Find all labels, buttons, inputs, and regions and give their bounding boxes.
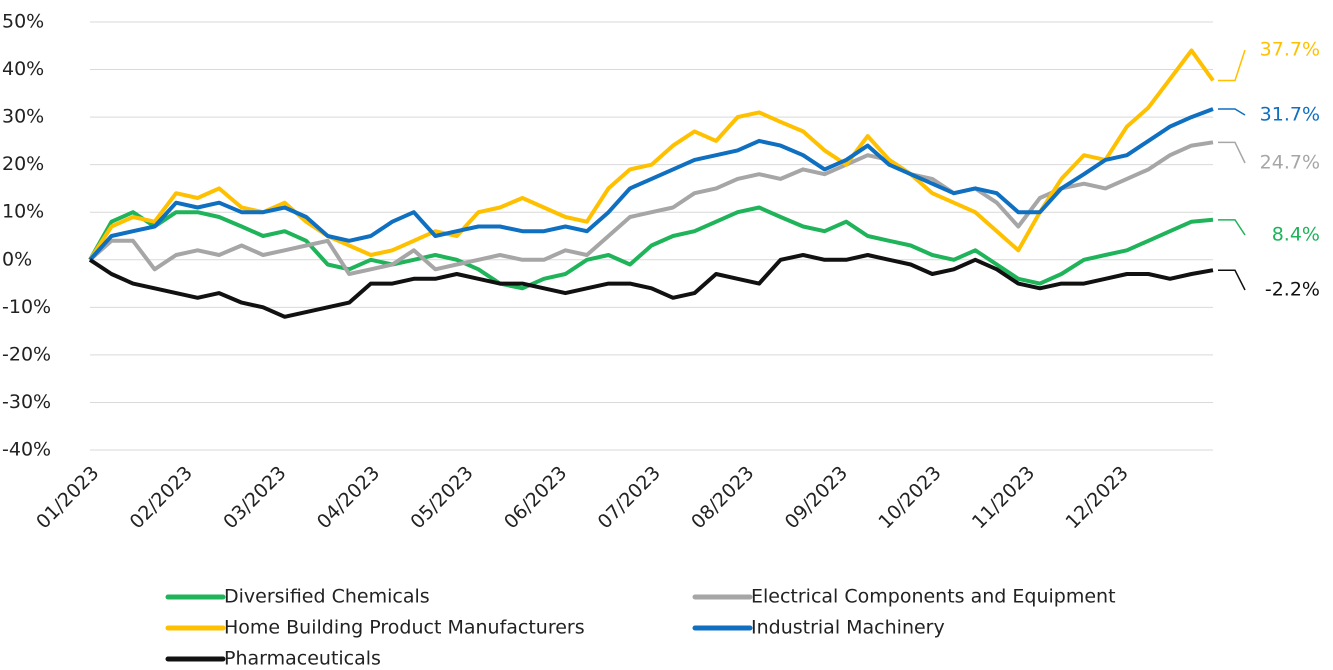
x-tick-label: 09/2023 xyxy=(781,462,852,533)
y-tick-label: -40% xyxy=(2,439,51,461)
y-tick-label: -30% xyxy=(2,391,51,413)
x-tick-label: 06/2023 xyxy=(500,462,571,533)
series-line xyxy=(88,205,1214,291)
leader-line xyxy=(1218,49,1246,82)
legend-label: Electrical Components and Equipment xyxy=(751,586,1116,608)
end-label: 8.4% xyxy=(1272,224,1320,246)
x-tick-label: 05/2023 xyxy=(406,462,477,533)
x-tick-label: 10/2023 xyxy=(874,462,945,533)
x-tick-label: 07/2023 xyxy=(594,462,665,533)
end-label: 31.7% xyxy=(1260,104,1320,126)
x-tick-label: 12/2023 xyxy=(1061,462,1132,533)
leader-line xyxy=(1218,108,1246,116)
y-tick-label: 50% xyxy=(2,11,44,33)
series-line xyxy=(88,48,1215,261)
y-tick-label: 40% xyxy=(2,58,44,80)
series-line xyxy=(88,107,1214,262)
x-tick-label: 01/2023 xyxy=(32,462,103,533)
y-tick-label: -20% xyxy=(2,343,51,365)
y-tick-label: -10% xyxy=(2,296,51,318)
legend-label: Diversified Chemicals xyxy=(224,586,430,608)
x-tick-label: 02/2023 xyxy=(126,462,197,533)
end-label: 37.7% xyxy=(1260,39,1320,61)
y-tick-label: 10% xyxy=(2,201,44,223)
series-line xyxy=(88,140,1214,276)
end-label: -2.2% xyxy=(1265,279,1320,301)
legend-label: Industrial Machinery xyxy=(751,617,945,639)
series-line xyxy=(88,253,1214,319)
leader-line xyxy=(1218,269,1246,291)
x-tick-label: 04/2023 xyxy=(313,462,384,533)
leader-line xyxy=(1218,219,1246,236)
x-tick-label: 03/2023 xyxy=(219,462,290,533)
y-tick-label: 20% xyxy=(2,153,44,175)
legend-label: Home Building Product Manufacturers xyxy=(224,617,585,639)
legend-label: Pharmaceuticals xyxy=(224,648,381,670)
end-label: 24.7% xyxy=(1260,152,1320,174)
x-tick-label: 08/2023 xyxy=(687,462,758,533)
y-tick-label: 0% xyxy=(2,248,32,270)
leader-line xyxy=(1218,141,1246,164)
x-tick-label: 11/2023 xyxy=(968,462,1039,533)
y-tick-label: 30% xyxy=(2,106,44,128)
